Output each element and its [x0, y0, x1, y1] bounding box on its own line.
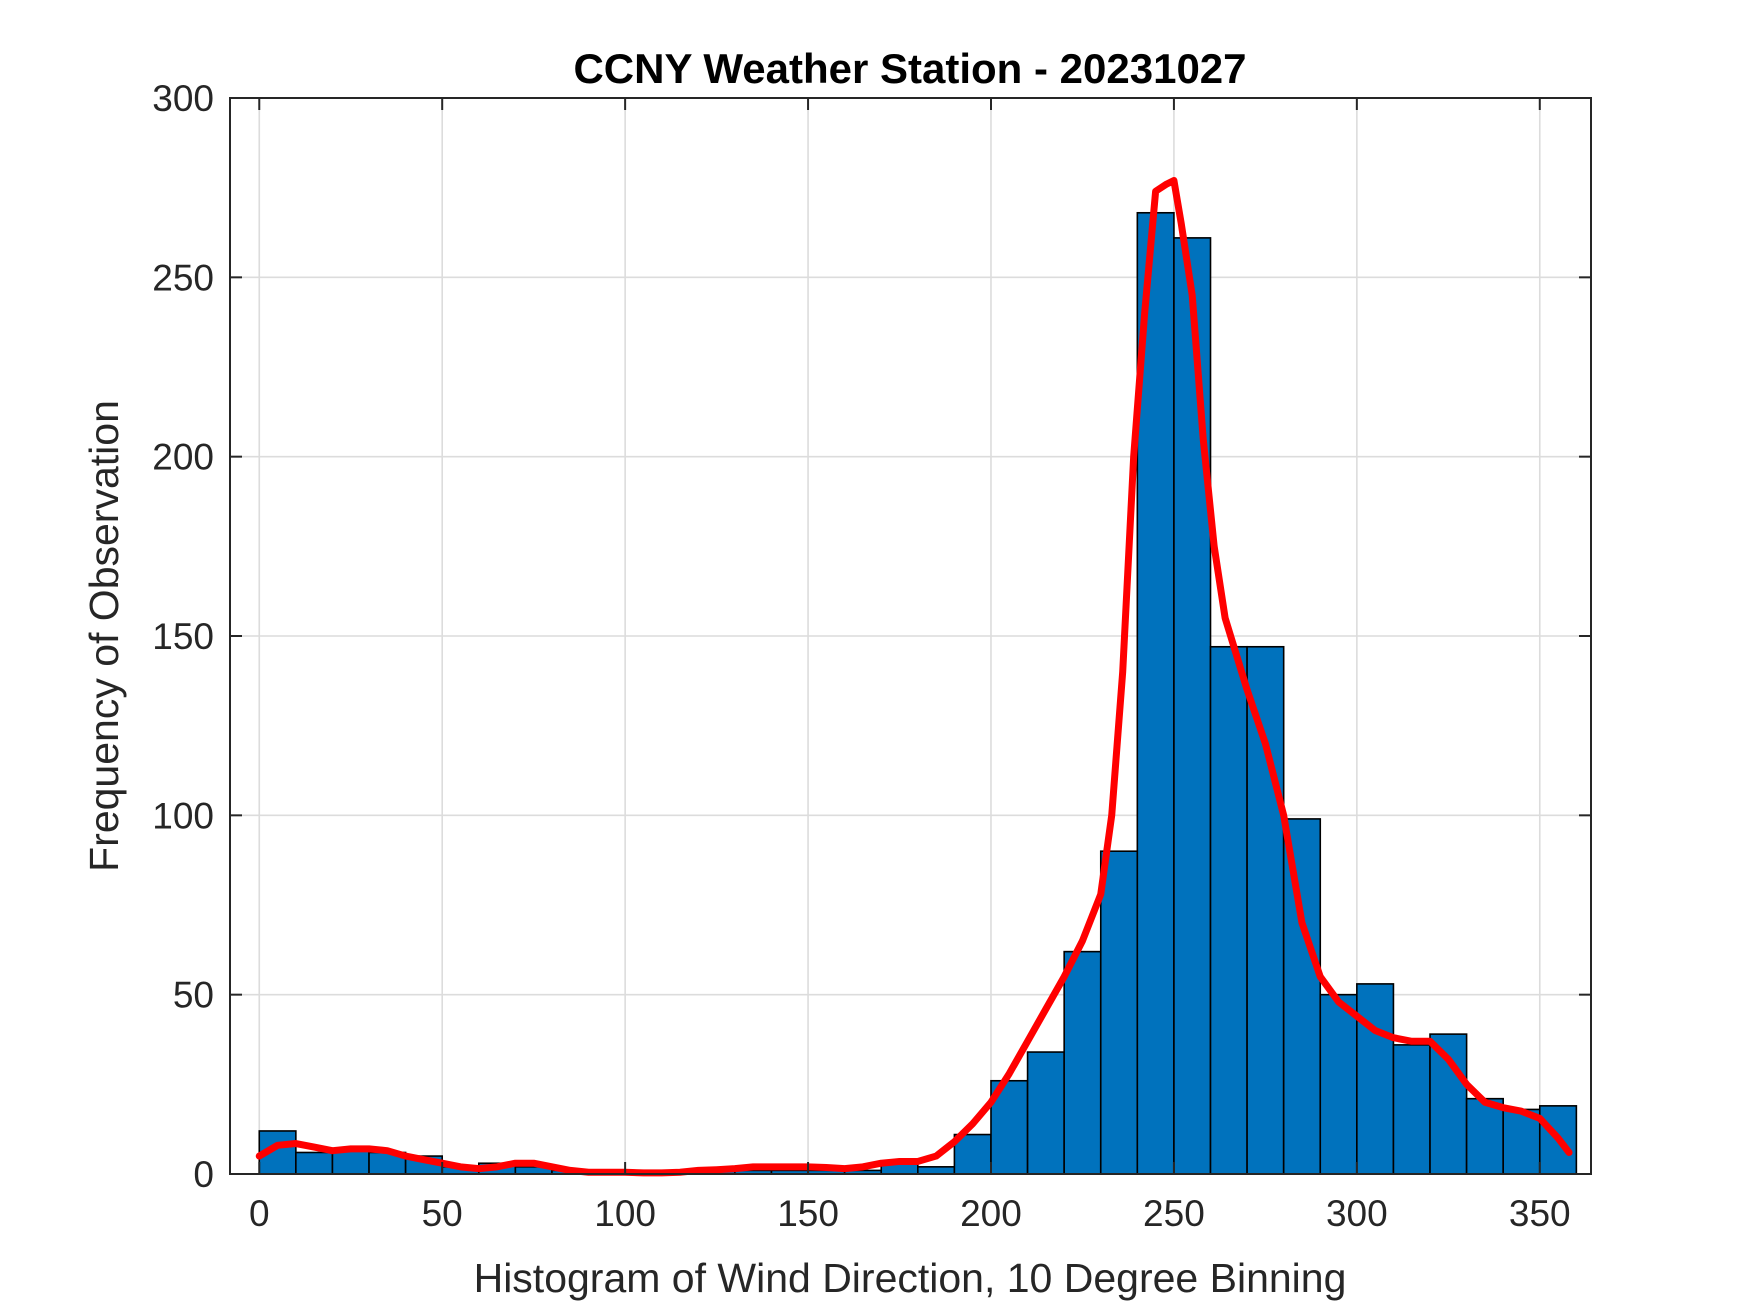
histogram-bar	[1173, 237, 1212, 1175]
histogram-bars	[258, 211, 1578, 1175]
histogram-bar	[1319, 993, 1358, 1175]
histogram-bar	[1099, 850, 1139, 1175]
x-tick-label: 250	[1143, 1193, 1205, 1234]
y-tick-label: 100	[152, 795, 214, 836]
histogram-bar	[1465, 1097, 1504, 1175]
y-axis-label: Frequency of Observation	[81, 400, 127, 872]
x-tick-label: 150	[777, 1193, 839, 1234]
smoothed-fit-line	[255, 176, 1573, 1177]
y-tick-label: 0	[193, 1154, 214, 1195]
axis-ticks	[230, 97, 1591, 1175]
x-tick-label: 100	[594, 1193, 656, 1234]
histogram-bar	[1246, 645, 1285, 1175]
y-tick-labels: 0 50 100 150 200 250 300	[152, 78, 214, 1195]
histogram-bar	[1209, 645, 1248, 1175]
x-tick-label: 200	[960, 1193, 1022, 1234]
histogram-bar	[1282, 818, 1322, 1175]
y-tick-label: 50	[173, 975, 214, 1016]
histogram-bar	[295, 1151, 334, 1175]
x-tick-label: 0	[249, 1193, 270, 1234]
x-tick-label: 300	[1326, 1193, 1388, 1234]
chart-title: CCNY Weather Station - 20231027	[573, 45, 1246, 92]
x-tick-labels: 0 50 100 150 200 250 300 350	[249, 1193, 1571, 1234]
y-tick-label: 300	[152, 78, 214, 119]
y-tick-label: 200	[152, 437, 214, 478]
histogram-bar	[917, 1166, 956, 1175]
histogram-bar	[1063, 950, 1102, 1175]
y-tick-label: 150	[152, 616, 214, 657]
x-tick-label: 350	[1509, 1193, 1571, 1234]
histogram-bar	[1356, 983, 1395, 1175]
y-tick-label: 250	[152, 257, 214, 298]
histogram-bar	[1392, 1044, 1431, 1175]
x-axis-label: Histogram of Wind Direction, 10 Degree B…	[474, 1255, 1347, 1301]
histogram-bar	[1026, 1051, 1065, 1175]
x-tick-label: 50	[422, 1193, 463, 1234]
